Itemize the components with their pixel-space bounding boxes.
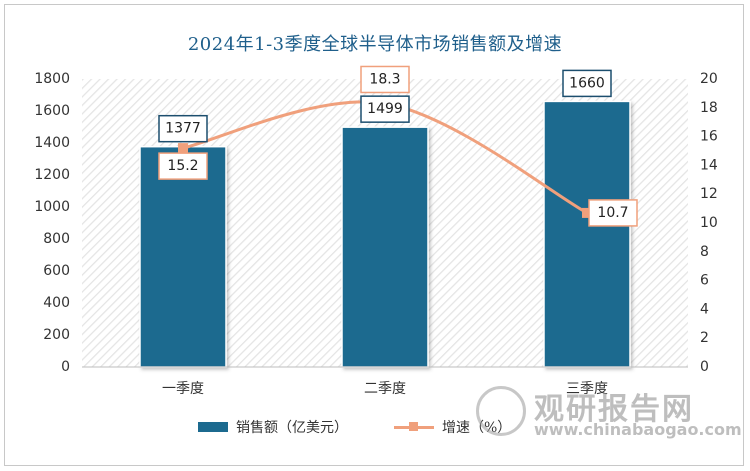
watermark-url: www.chinabaogao.com bbox=[534, 420, 742, 439]
y-left-tick-label: 1600 bbox=[34, 103, 70, 119]
y-right-axis: 0 2 4 6 8 10 12 14 16 18 20 bbox=[700, 71, 718, 375]
y-right-tick-label: 14 bbox=[700, 157, 718, 173]
y-right-tick-label: 0 bbox=[700, 359, 709, 375]
y-right-tick-label: 16 bbox=[700, 129, 718, 145]
sales-data-label: 1499 bbox=[367, 101, 403, 117]
chart-title: 2024年1-3季度全球半导体市场销售额及增速 bbox=[187, 34, 563, 55]
y-left-tick-label: 1800 bbox=[34, 71, 70, 87]
y-left-tick-label: 800 bbox=[43, 231, 70, 247]
y-right-tick-label: 6 bbox=[700, 273, 709, 289]
y-left-tick-label: 200 bbox=[43, 327, 70, 343]
growth-data-label: 18.3 bbox=[369, 71, 400, 87]
growth-data-label-box bbox=[360, 65, 410, 94]
bars-layer bbox=[139, 100, 631, 368]
y-left-tick-label: 1000 bbox=[34, 199, 70, 215]
legend-swatch-line bbox=[394, 422, 434, 432]
sales-data-label-box bbox=[158, 114, 208, 143]
x-tick-label: 一季度 bbox=[162, 381, 204, 397]
sales-data-label-box bbox=[360, 95, 410, 123]
legend: 销售额（亿美元） 增速（%） bbox=[198, 414, 511, 440]
growth-marker-1 bbox=[178, 143, 188, 154]
labels-layer: 1377 1499 1660 15.2 18.3 10.7 bbox=[158, 65, 638, 227]
y-right-tick-label: 18 bbox=[700, 100, 718, 116]
sales-data-label: 1377 bbox=[165, 121, 201, 137]
y-right-tick-label: 4 bbox=[700, 301, 709, 317]
y-right-tick-label: 12 bbox=[700, 186, 718, 202]
y-right-tick-label: 8 bbox=[700, 244, 709, 260]
y-right-tick-label: 10 bbox=[700, 215, 718, 231]
watermark-text: 观研报告网 bbox=[534, 392, 694, 427]
y-right-tick-label: 20 bbox=[700, 71, 718, 87]
y-left-tick-label: 1200 bbox=[34, 167, 70, 183]
y-right-tick-label: 2 bbox=[700, 330, 709, 346]
growth-data-label-box bbox=[158, 152, 208, 180]
sales-data-label-box bbox=[562, 69, 612, 98]
watermark: 观研报告网 www.chinabaogao.com bbox=[476, 382, 742, 442]
sales-data-label: 1660 bbox=[569, 75, 605, 91]
y-left-tick-label: 0 bbox=[61, 359, 70, 375]
y-left-tick-label: 600 bbox=[43, 263, 70, 279]
legend-label-sales: 销售额（亿美元） bbox=[236, 420, 348, 436]
growth-marker-3 bbox=[582, 207, 592, 218]
x-axis: 一季度 二季度 三季度 bbox=[82, 366, 688, 397]
y-left-tick-label: 1400 bbox=[34, 135, 70, 151]
bar-1 bbox=[139, 145, 227, 368]
legend-item-sales: 销售额（亿美元） bbox=[198, 417, 348, 437]
growth-data-label: 15.2 bbox=[167, 158, 198, 174]
watermark-logo-icon bbox=[476, 386, 526, 436]
growth-data-label-box bbox=[588, 199, 638, 227]
growth-data-label: 10.7 bbox=[597, 205, 628, 221]
y-left-tick-label: 400 bbox=[43, 295, 70, 311]
x-tick-label: 三季度 bbox=[566, 381, 608, 397]
x-tick-label: 二季度 bbox=[364, 381, 406, 397]
y-left-axis: 0 200 400 600 800 1000 1200 1400 1600 1800 bbox=[34, 71, 70, 375]
bar-2 bbox=[341, 126, 429, 368]
legend-swatch-bar bbox=[198, 422, 228, 432]
bar-3 bbox=[543, 100, 631, 368]
